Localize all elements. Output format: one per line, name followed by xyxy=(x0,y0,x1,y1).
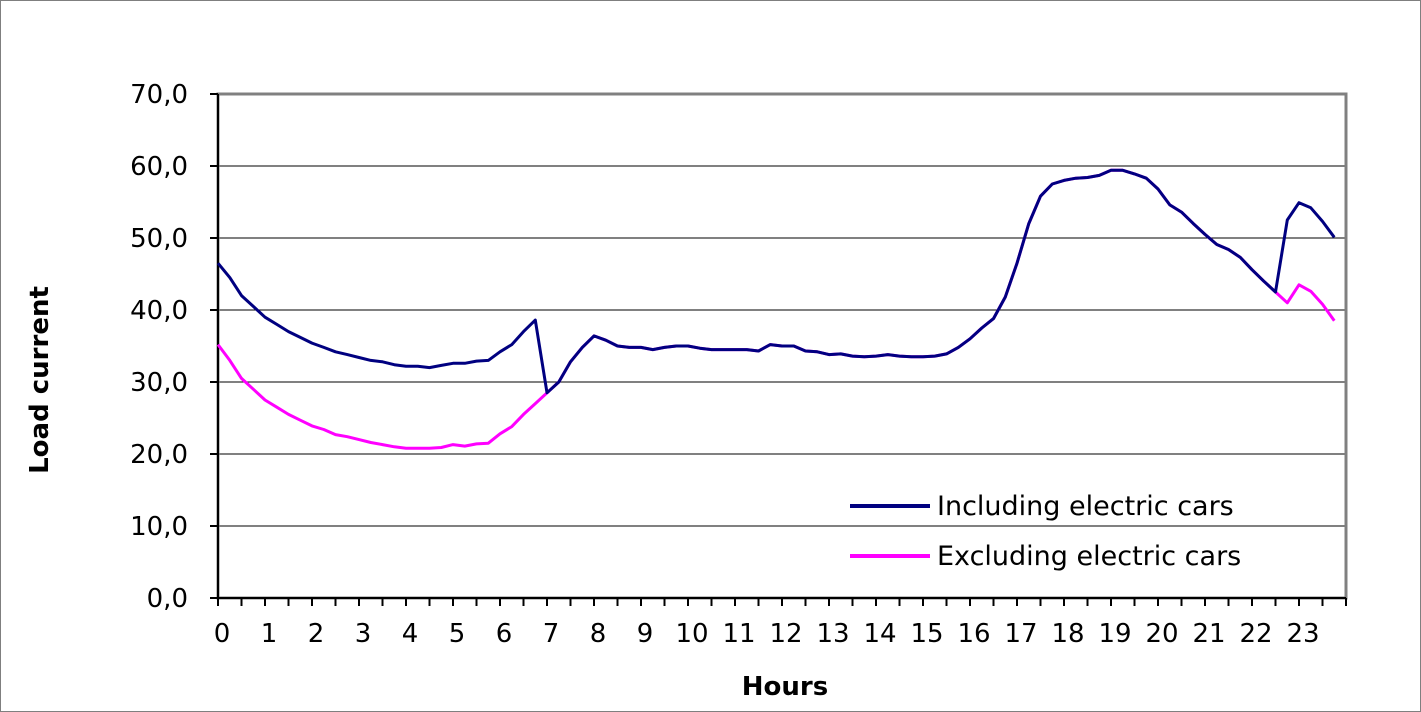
x-tick-label: 17 xyxy=(1004,619,1037,649)
y-tick-labels: 0,0 10,0 20,0 30,0 40,0 50,0 60,0 70,0 xyxy=(130,80,188,614)
gridlines xyxy=(218,165,1346,527)
x-tick-label: 13 xyxy=(816,619,849,649)
y-axis-title: Load current xyxy=(25,286,55,474)
x-tick-label: 14 xyxy=(863,619,896,649)
x-tick-label: 23 xyxy=(1286,619,1319,649)
y-tick-label: 20,0 xyxy=(130,440,188,470)
x-tick-label: 1 xyxy=(261,619,278,649)
x-tick-label: 2 xyxy=(308,619,325,649)
y-tick-label: 0,0 xyxy=(147,584,188,614)
x-tick-label: 9 xyxy=(637,619,654,649)
x-tick-label: 16 xyxy=(957,619,990,649)
x-tick-label: 15 xyxy=(910,619,943,649)
x-tick-label: 22 xyxy=(1239,619,1272,649)
series-line-1 xyxy=(216,168,1336,450)
y-tick-label: 60,0 xyxy=(130,152,188,182)
x-tick-label: 0 xyxy=(214,619,231,649)
x-tick-label: 10 xyxy=(675,619,708,649)
x-tick-label: 7 xyxy=(543,619,560,649)
legend-label-including: Including electric cars xyxy=(937,491,1234,522)
y-tick-label: 10,0 xyxy=(130,512,188,542)
x-tick-label: 18 xyxy=(1051,619,1084,649)
series-line-0 xyxy=(216,168,1336,395)
y-tick-label: 50,0 xyxy=(130,224,188,254)
x-tick-label: 11 xyxy=(722,619,755,649)
x-tick-label: 5 xyxy=(449,619,466,649)
legend: Including electric cars Excluding electr… xyxy=(850,491,1241,572)
x-axis-title: Hours xyxy=(742,672,828,702)
x-tick-label: 4 xyxy=(402,619,419,649)
x-tick-label: 21 xyxy=(1192,619,1225,649)
series-layer xyxy=(216,168,1336,450)
x-tick-labels: 0 1 2 3 4 5 6 7 8 9 10 11 12 13 14 15 16 17 18 19 20 21 22 23 xyxy=(214,619,1320,649)
x-tick-label: 20 xyxy=(1145,619,1178,649)
y-tick-label: 30,0 xyxy=(130,368,188,398)
axes xyxy=(210,93,1347,606)
legend-label-excluding: Excluding electric cars xyxy=(937,541,1241,572)
y-tick-label: 40,0 xyxy=(130,296,188,326)
x-tick-label: 6 xyxy=(496,619,513,649)
x-tick-label: 3 xyxy=(355,619,372,649)
y-tick-label: 70,0 xyxy=(130,80,188,110)
x-tick-label: 12 xyxy=(769,619,802,649)
x-tick-label: 8 xyxy=(590,619,607,649)
x-tick-label: 19 xyxy=(1098,619,1131,649)
